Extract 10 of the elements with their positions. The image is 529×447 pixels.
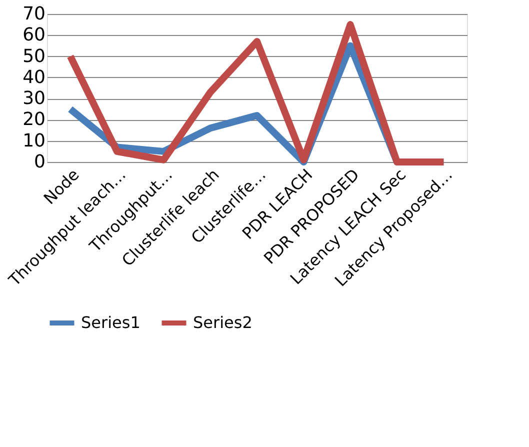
y-tick-label: 50 (22, 46, 46, 67)
y-tick-label: 10 (22, 130, 46, 152)
y-tick-label: 30 (22, 88, 46, 110)
y-tick-label: 60 (22, 24, 46, 46)
y-tick-label: 0 (34, 152, 46, 172)
legend-label: Series1 (81, 313, 140, 332)
legend-label: Series2 (193, 313, 252, 332)
y-tick-label: 20 (22, 109, 46, 130)
y-tick-label: 70 (22, 4, 46, 24)
y-tick-label: 40 (22, 66, 46, 88)
